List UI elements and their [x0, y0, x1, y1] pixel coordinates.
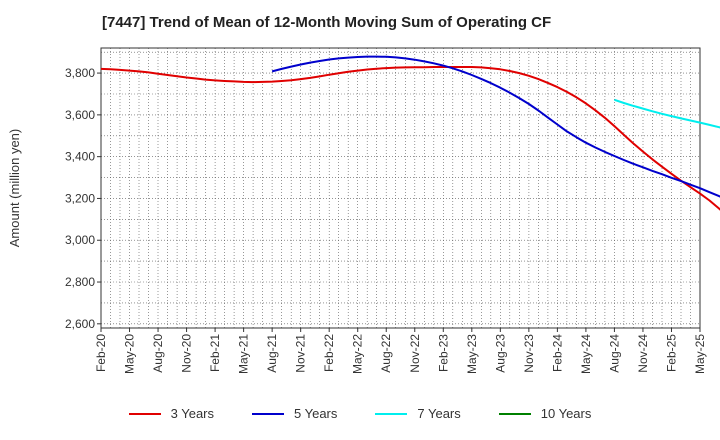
x-tick-label: May-21: [237, 334, 251, 374]
x-tick-label: Feb-21: [208, 334, 222, 372]
legend-item: 7 Years: [375, 406, 461, 421]
legend-label: 3 Years: [170, 406, 214, 421]
x-tick-label: Feb-24: [550, 334, 564, 372]
x-tick-label: Aug-24: [607, 334, 621, 373]
x-tick-label: May-24: [579, 334, 593, 374]
y-tick-label: 3,000: [65, 233, 95, 247]
x-tick-label: Nov-24: [636, 334, 650, 373]
chart-legend: 3 Years 5 Years 7 Years 10 Years: [0, 406, 720, 421]
x-tick-label: Nov-23: [522, 334, 536, 373]
legend-label: 5 Years: [294, 406, 338, 421]
series-line-7-years: [614, 98, 720, 129]
y-axis-label: Amount (million yen): [7, 129, 22, 248]
legend-label: 7 Years: [417, 406, 461, 421]
y-tick-label: 3,400: [65, 150, 95, 164]
y-tick-label: 3,200: [65, 191, 95, 205]
chart-title: [7447] Trend of Mean of 12-Month Moving …: [102, 14, 552, 31]
y-tick-label: 3,800: [65, 66, 95, 80]
legend-item: 5 Years: [252, 406, 337, 421]
legend-label: 10 Years: [540, 406, 592, 421]
x-tick-label: May-23: [465, 334, 479, 374]
x-tick-label: May-20: [123, 334, 137, 374]
x-tick-label: Feb-20: [94, 334, 108, 372]
x-tick-label: Nov-22: [408, 334, 422, 373]
x-tick-label: May-22: [351, 334, 365, 374]
x-tick-label: Nov-21: [294, 334, 308, 373]
series-line-3-years: [100, 66, 720, 211]
y-tick-label: 2,600: [65, 317, 95, 331]
x-tick-label: May-25: [693, 334, 707, 374]
plot-frame: [100, 47, 701, 329]
x-tick-label: Feb-23: [436, 334, 450, 372]
x-tick-label: Feb-25: [664, 334, 678, 372]
x-tick-label: Aug-20: [151, 334, 165, 373]
legend-swatch: [498, 412, 531, 415]
x-tick-label: Aug-23: [493, 334, 507, 373]
x-tick-label: Aug-21: [265, 334, 279, 373]
y-tick-label: 3,600: [65, 108, 95, 122]
legend-swatch: [128, 412, 161, 415]
x-tick-label: Nov-20: [180, 334, 194, 373]
legend-swatch: [375, 412, 408, 415]
x-tick-label: Feb-22: [322, 334, 336, 372]
series-line-5-years: [271, 55, 720, 198]
legend-item: 3 Years: [128, 406, 214, 421]
y-tick-label: 2,800: [65, 275, 95, 289]
x-tick-label: Aug-22: [379, 334, 393, 373]
legend-swatch: [252, 412, 284, 415]
legend-item: 10 Years: [498, 406, 592, 421]
